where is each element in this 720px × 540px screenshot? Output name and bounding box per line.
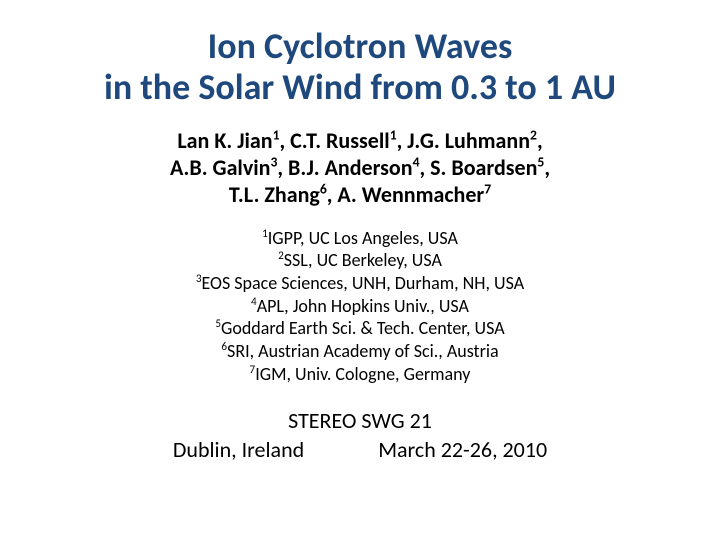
meeting-info: STEREO SWG 21 Dublin, Ireland March 22-26…	[60, 407, 660, 464]
author: Lan K. Jian1	[177, 127, 279, 154]
author: S. Boardsen5	[430, 154, 544, 181]
author: A. Wennmacher7	[337, 181, 491, 208]
author-list: Lan K. Jian1, C.T. Russell1, J.G. Luhman…	[60, 127, 660, 209]
author: T.L. Zhang6	[229, 181, 327, 208]
affiliation: 5Goddard Earth Sci. & Tech. Center, USA	[60, 317, 660, 340]
slide-title: Ion Cyclotron Waves in the Solar Wind fr…	[30, 26, 690, 109]
affiliation: 4APL, John Hopkins Univ., USA	[60, 295, 660, 318]
title-line-1: Ion Cyclotron Waves	[208, 24, 513, 68]
affiliation: 1IGPP, UC Los Angeles, USA	[60, 227, 660, 250]
title-line-2: in the Solar Wind from 0.3 to 1 AU	[104, 65, 616, 109]
slide: Ion Cyclotron Waves in the Solar Wind fr…	[0, 0, 720, 540]
author: A.B. Galvin3	[170, 154, 277, 181]
meeting-location: Dublin, Ireland	[173, 436, 304, 463]
meeting-name: STEREO SWG 21	[60, 407, 660, 436]
author: B.J. Anderson4	[288, 154, 419, 181]
author: C.T. Russell1	[290, 127, 396, 154]
affiliation: 2SSL, UC Berkeley, USA	[60, 249, 660, 272]
meeting-date: March 22-26, 2010	[378, 436, 547, 463]
affiliation: 7IGM, Univ. Cologne, Germany	[60, 363, 660, 386]
affiliation-list: 1IGPP, UC Los Angeles, USA 2SSL, UC Berk…	[60, 227, 660, 386]
author: J.G. Luhmann2	[407, 127, 537, 154]
affiliation: 6SRI, Austrian Academy of Sci., Austria	[60, 340, 660, 363]
meeting-where-when: Dublin, Ireland March 22-26, 2010	[60, 436, 660, 465]
affiliation: 3EOS Space Sciences, UNH, Durham, NH, US…	[60, 272, 660, 295]
